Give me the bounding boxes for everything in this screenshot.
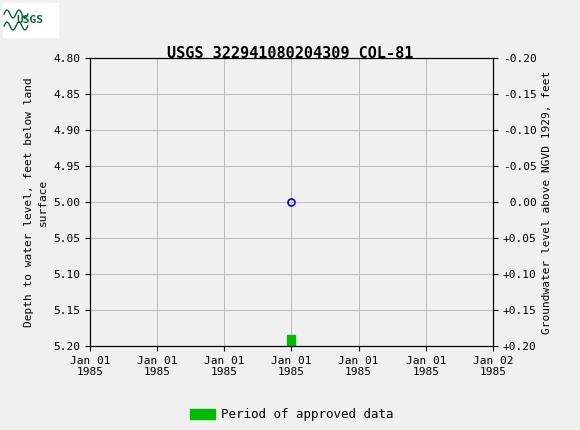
Y-axis label: Groundwater level above NGVD 1929, feet: Groundwater level above NGVD 1929, feet xyxy=(542,71,552,334)
Y-axis label: Depth to water level, feet below land
surface: Depth to water level, feet below land su… xyxy=(24,77,48,327)
Bar xyxy=(3,3,58,37)
Legend: Period of approved data: Period of approved data xyxy=(184,403,398,426)
Bar xyxy=(288,335,295,348)
Text: USGS 322941080204309 COL-81: USGS 322941080204309 COL-81 xyxy=(167,46,413,61)
Text: USGS: USGS xyxy=(17,15,44,25)
